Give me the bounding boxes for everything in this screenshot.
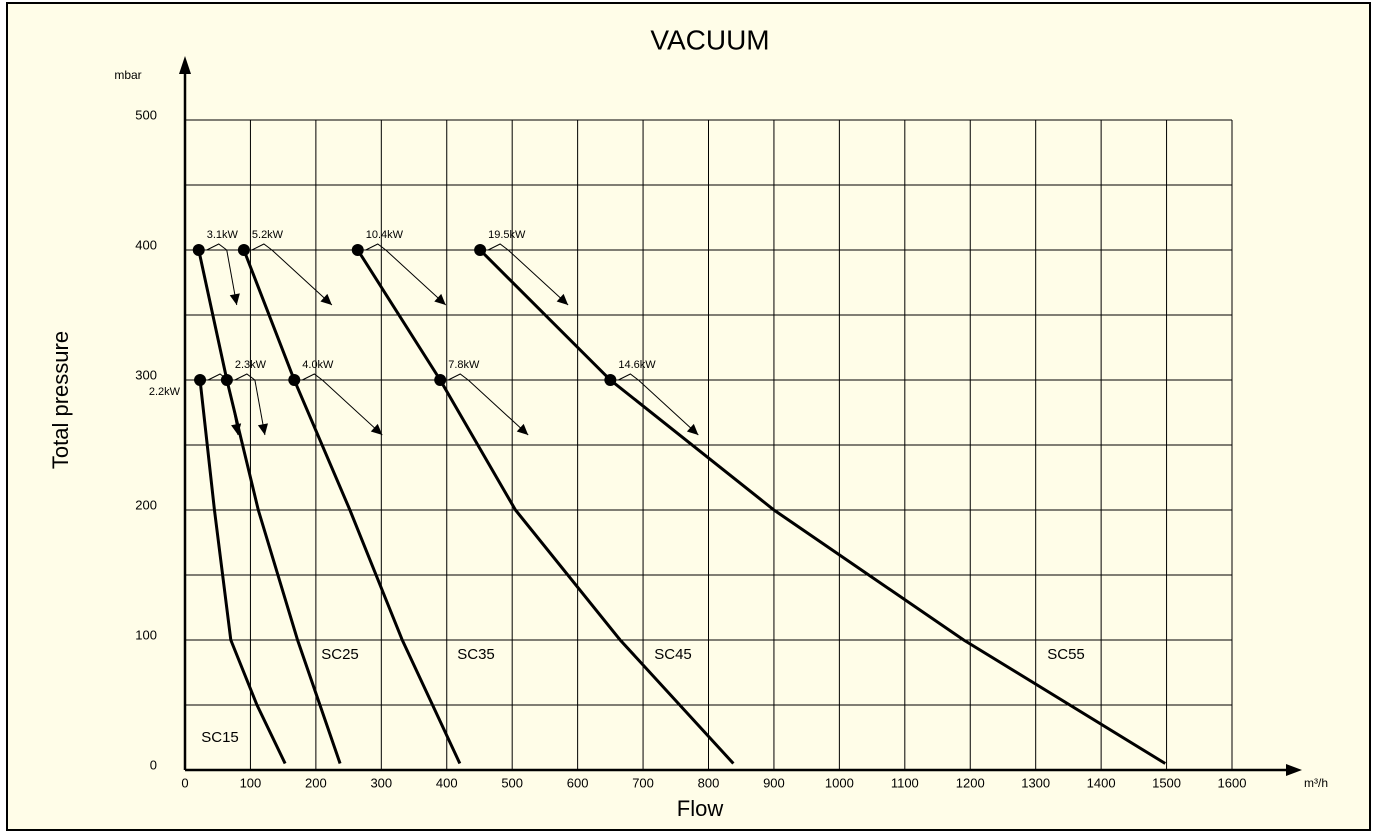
x-unit: m³/h: [1304, 776, 1328, 790]
y-tick-label: 400: [135, 237, 157, 252]
power-label: 7.8kW: [448, 359, 480, 371]
x-tick-label: 1300: [1021, 775, 1050, 790]
y-unit: mbar: [114, 68, 141, 82]
arrow-head: [229, 293, 240, 305]
power-point: [192, 244, 205, 256]
x-tick-label: 1500: [1152, 775, 1181, 790]
x-tick-label: 1200: [956, 775, 985, 790]
x-tick-label: 800: [698, 775, 720, 790]
y-tick-label: 300: [135, 367, 157, 382]
power-label: 2.2kW: [149, 386, 181, 398]
power-point: [604, 374, 617, 386]
power-point: [288, 374, 301, 386]
series-label: SC45: [654, 646, 692, 663]
power-label: 4.0kW: [302, 359, 334, 371]
x-tick-label: 300: [370, 775, 392, 790]
y-tick-label: 0: [150, 757, 157, 772]
series-label: SC55: [1047, 646, 1085, 663]
power-point: [474, 244, 487, 256]
y-tick-label: 500: [135, 107, 157, 122]
leader: [365, 243, 387, 251]
power-label: 3.1kW: [207, 229, 239, 241]
arrow: [638, 379, 699, 436]
power-point: [351, 244, 364, 256]
power-label: 14.6kW: [618, 359, 656, 371]
power-label: 10.4kW: [366, 229, 404, 241]
power-label: 2.3kW: [235, 359, 267, 371]
arrow: [507, 249, 569, 306]
arrow-head: [370, 423, 383, 435]
y-tick-label: 100: [135, 627, 157, 642]
series-line: [242, 249, 462, 765]
x-tick-label: 0: [181, 775, 188, 790]
x-tick-label: 200: [305, 775, 327, 790]
arrow: [467, 379, 529, 436]
leader: [251, 243, 273, 251]
x-tick-label: 100: [240, 775, 262, 790]
arrow-head: [686, 423, 699, 435]
y-tick-label: 200: [135, 497, 157, 512]
power-point: [220, 374, 233, 386]
series-label: SC35: [457, 646, 495, 663]
x-tick-label: 1000: [825, 775, 854, 790]
x-tick-label: 1100: [891, 775, 919, 790]
arrow-head: [434, 293, 446, 305]
power-label: 5.2kW: [252, 229, 284, 241]
x-tick-label: 1400: [1087, 775, 1116, 790]
leader: [206, 243, 228, 251]
arrow-head: [257, 423, 268, 435]
y-axis-label: Total pressure: [48, 331, 73, 469]
power-point: [194, 374, 207, 386]
x-tick-label: 1600: [1218, 775, 1247, 790]
series-line: [479, 248, 1167, 765]
x-tick-label: 400: [436, 775, 458, 790]
chart-title: VACUUM: [650, 24, 769, 55]
leader: [234, 373, 256, 381]
power-label: 19.5kW: [488, 229, 526, 241]
arrow-head: [516, 423, 529, 435]
x-axis-arrow: [1286, 764, 1302, 776]
arrow: [321, 379, 383, 436]
arrow: [271, 249, 333, 306]
arrow-head: [556, 293, 569, 305]
leader: [302, 373, 323, 381]
arrow-head: [320, 293, 332, 305]
leader: [618, 373, 639, 381]
series-label: SC25: [321, 646, 359, 663]
series-label: SC15: [201, 729, 239, 746]
y-axis-arrow: [179, 56, 191, 74]
x-tick-label: 900: [763, 775, 785, 790]
series-line: [198, 379, 287, 765]
power-point: [237, 244, 250, 256]
x-tick-label: 500: [501, 775, 523, 790]
leader: [487, 243, 509, 251]
x-tick-label: 700: [632, 775, 654, 790]
power-point: [434, 374, 447, 386]
series-line: [197, 249, 342, 764]
x-axis-label: Flow: [677, 796, 724, 821]
leader: [447, 373, 469, 381]
series-line: [356, 249, 735, 765]
arrow: [385, 249, 447, 306]
frame: [6, 2, 1371, 831]
x-tick-label: 600: [567, 775, 589, 790]
